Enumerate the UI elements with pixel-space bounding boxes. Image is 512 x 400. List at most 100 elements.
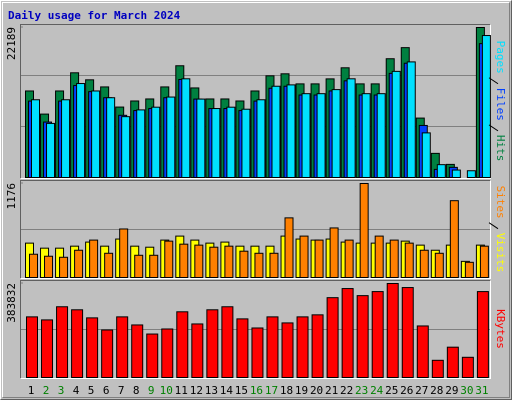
bar — [461, 356, 474, 378]
bar — [311, 314, 324, 378]
bar — [176, 311, 189, 378]
bar — [341, 288, 354, 379]
legend-separator — [488, 77, 499, 85]
x-tick-label: 2 — [43, 384, 50, 397]
bar — [104, 252, 114, 278]
bar — [161, 328, 174, 378]
y-tick-label: 383832 — [5, 283, 18, 323]
legend-entry: KBytes — [494, 309, 507, 349]
bar — [166, 96, 176, 178]
legend-entry: Files — [494, 88, 507, 121]
bar — [59, 256, 69, 279]
x-tick-label: 5 — [88, 384, 95, 397]
x-tick-label: 12 — [190, 384, 203, 397]
bar — [451, 169, 461, 179]
bar — [271, 85, 281, 178]
bar — [344, 239, 354, 279]
bar — [316, 93, 326, 178]
bar — [76, 83, 86, 178]
bar — [116, 316, 129, 379]
bar — [31, 99, 40, 178]
bar — [281, 322, 294, 378]
x-tick-label: 17 — [265, 384, 278, 397]
bar — [446, 346, 459, 378]
bar — [206, 309, 219, 379]
bar — [466, 170, 476, 179]
bar — [326, 297, 339, 379]
bar — [136, 109, 146, 178]
bar — [209, 246, 219, 278]
y-tick-label: 1176 — [5, 183, 18, 210]
bar — [236, 318, 249, 378]
x-tick-label: 23 — [355, 384, 368, 397]
bar — [26, 316, 38, 379]
x-tick-label: 21 — [325, 384, 338, 397]
bar — [421, 132, 431, 179]
bar — [89, 239, 99, 279]
bar — [106, 97, 116, 178]
y-tick-label: 22189 — [5, 27, 18, 60]
bar — [416, 325, 429, 378]
bar — [181, 78, 191, 178]
bar — [239, 250, 249, 278]
bar — [314, 239, 324, 279]
legend-entry: Hits — [494, 135, 507, 162]
bar — [301, 93, 311, 178]
bar — [401, 287, 414, 379]
bar — [299, 235, 309, 279]
bar — [386, 283, 399, 378]
bar — [376, 93, 386, 178]
bar — [464, 261, 474, 279]
bar — [61, 99, 71, 178]
bar — [101, 329, 114, 378]
x-tick-label: 4 — [73, 384, 80, 397]
x-tick-label: 20 — [310, 384, 323, 397]
x-tick-label: 18 — [280, 384, 293, 397]
bar — [131, 324, 144, 378]
bar — [331, 89, 341, 178]
legend-separator — [488, 222, 499, 230]
bar — [221, 306, 234, 379]
chart-title: Daily usage for March 2024 — [8, 9, 181, 22]
bar — [419, 249, 429, 278]
x-tick-label: 30 — [460, 384, 473, 397]
bar — [44, 255, 54, 279]
bar — [196, 98, 206, 178]
x-tick-label: 6 — [103, 384, 110, 397]
bar — [404, 242, 414, 279]
bar — [479, 245, 489, 279]
legend-entry: Pages — [494, 41, 507, 74]
x-tick-label: 19 — [295, 384, 308, 397]
bar — [41, 319, 54, 379]
x-tick-label: 27 — [415, 384, 428, 397]
bevel — [20, 280, 491, 379]
bar — [361, 93, 371, 178]
bar — [149, 254, 159, 279]
bar — [179, 243, 189, 278]
x-tick-label: 15 — [235, 384, 248, 397]
bar — [256, 99, 266, 178]
bar — [284, 217, 294, 278]
bar — [194, 244, 204, 278]
bar — [356, 295, 369, 379]
bar — [56, 306, 69, 379]
x-tick-label: 11 — [175, 384, 188, 397]
bar — [251, 327, 264, 379]
bevel — [20, 180, 491, 279]
x-tick-label: 26 — [400, 384, 413, 397]
bar — [151, 106, 161, 178]
bar — [71, 309, 84, 379]
x-tick-label: 7 — [118, 384, 125, 397]
bar — [226, 106, 236, 178]
x-tick-label: 29 — [445, 384, 458, 397]
bar — [86, 317, 99, 378]
bar — [74, 249, 84, 278]
x-tick-label: 9 — [148, 384, 155, 397]
x-tick-label: 24 — [370, 384, 384, 397]
bar — [481, 35, 491, 178]
x-tick-label: 22 — [340, 384, 353, 397]
